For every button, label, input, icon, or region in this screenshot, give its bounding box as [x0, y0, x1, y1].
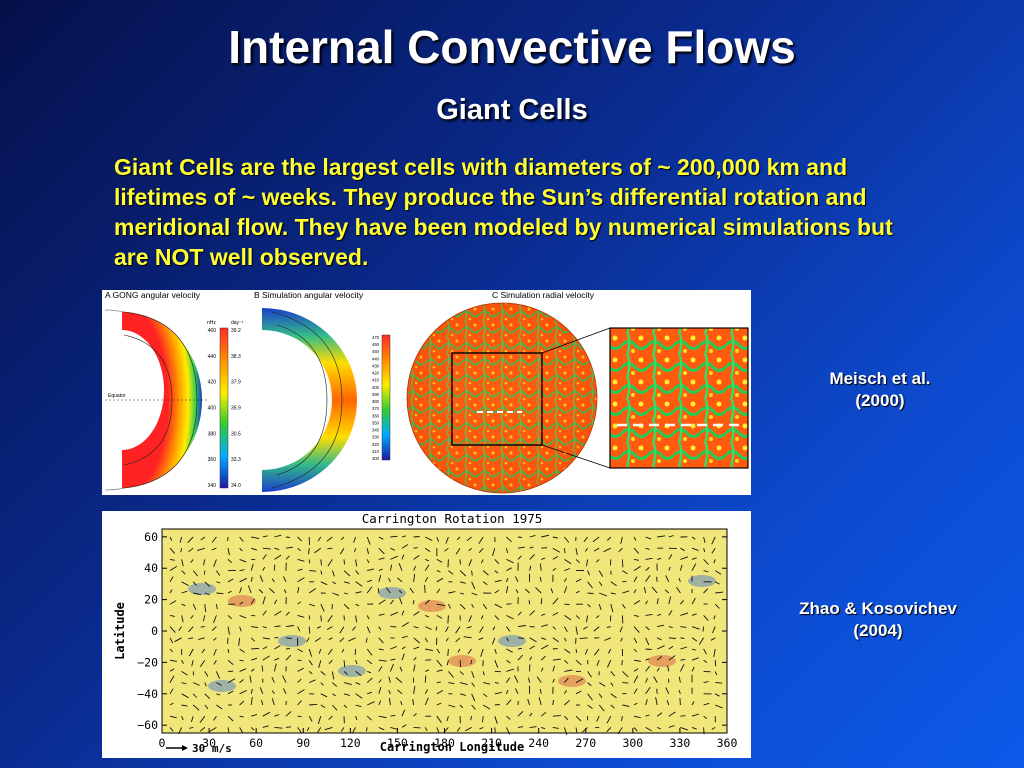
figure-flow-map: Carrington Rotation 1975 60 40 20 0 −20 −40 −6… — [102, 511, 751, 758]
y-tick-label: −20 — [137, 655, 158, 669]
colorbar-tick-left: 420 — [208, 380, 217, 386]
panel-c-label: C Simulation radial velocity — [492, 290, 595, 300]
colorbar-c-tick: 440 — [372, 356, 380, 361]
x-tick-label: 180 — [434, 736, 455, 750]
colorbar-tick-left: 360 — [208, 457, 217, 463]
flow-map-x-ticks: 0 30 60 90 120 150 180 210 240 270 300 330 360 — [159, 728, 738, 750]
colorbar-c-tick: 450 — [372, 349, 380, 354]
figure-simulation-panels: A GONG angular velocity B Simulation ang… — [102, 290, 751, 495]
colorbar-unit-right: day⁻¹ — [231, 320, 244, 326]
colorbar-c-tick: 430 — [372, 363, 380, 368]
x-tick-label: 150 — [387, 736, 408, 750]
colorbar-c-tick: 410 — [372, 378, 380, 383]
flow-map-title: Carrington Rotation 1975 — [362, 511, 543, 526]
colorbar-c — [381, 334, 391, 461]
zoom-box — [451, 352, 543, 446]
panel-b-label: B Simulation angular velocity — [254, 290, 364, 300]
colorbar-ab — [219, 327, 229, 489]
flow-map-ylabel: Latitude — [113, 602, 127, 660]
x-tick-label: 330 — [670, 736, 691, 750]
colorbar-c-tick: 320 — [372, 442, 380, 447]
flow-map-xlabel: Carrington Longitude — [380, 740, 525, 754]
colorbar-tick-left: 380 — [208, 431, 217, 437]
body-paragraph: Giant Cells are the largest cells with d… — [114, 154, 893, 270]
colorbar-c-tick: 330 — [372, 435, 380, 440]
x-tick-label: 30 — [202, 736, 216, 750]
citation-bottom: Zhao & Kosovichev (2004) — [778, 598, 978, 642]
colorbar-tick-left: 340 — [208, 483, 217, 489]
equator-label: Equator — [108, 393, 126, 399]
colorbar-tick-right: 38.3 — [231, 354, 241, 360]
flow-map-y-ticks: 60 40 20 0 −20 −40 −60 — [137, 530, 727, 732]
colorbar-tick-right: 37.9 — [231, 380, 241, 386]
colorbar-tick-right: 39.2 — [231, 328, 241, 334]
x-tick-label: 90 — [296, 736, 310, 750]
flow-map-plot-area — [161, 528, 728, 734]
slide-subtitle: Giant Cells — [436, 94, 588, 126]
colorbar-c-tick: 300 — [372, 456, 380, 461]
panel-b-shell — [262, 308, 357, 492]
y-tick-label: −40 — [137, 687, 158, 701]
colorbar-c-tick: 460 — [372, 342, 380, 347]
x-tick-label: 120 — [340, 736, 361, 750]
x-tick-label: 240 — [528, 736, 549, 750]
y-tick-label: −60 — [137, 718, 158, 732]
colorbar-c-tick: 360 — [372, 413, 380, 418]
y-tick-label: 20 — [144, 593, 158, 607]
colorbar-tick-right: 30.5 — [231, 431, 241, 437]
scale-label: 30 m/s — [192, 742, 232, 755]
colorbar-c-tick: 390 — [372, 392, 380, 397]
citation-bottom-authors: Zhao & Kosovichev — [799, 599, 957, 618]
citation-bottom-year: (2004) — [853, 621, 903, 640]
x-tick-label: 300 — [622, 736, 643, 750]
colorbar-unit-left: nHz — [207, 320, 216, 326]
slide-title: Internal Convective Flows — [228, 21, 796, 73]
colorbar-ab-ticks-left: nHz 460 440 420 400 380 360 340 — [207, 320, 216, 489]
colorbar-tick-left: 460 — [208, 328, 217, 334]
x-tick-label: 360 — [717, 736, 738, 750]
colorbar-c-tick: 420 — [372, 371, 380, 376]
colorbar-tick-left: 400 — [208, 406, 217, 412]
colorbar-c-tick: 340 — [372, 428, 380, 433]
x-tick-label: 210 — [481, 736, 502, 750]
colorbar-ab-ticks-right: day⁻¹ 39.2 38.3 37.9 35.9 30.5 33.3 34.0 — [231, 320, 244, 489]
x-tick-label: 270 — [575, 736, 596, 750]
x-tick-label: 60 — [249, 736, 263, 750]
colorbar-c-ticks: 470 460 450 440 430 420 410 400 390 380 370 360 350 3… — [372, 335, 380, 461]
x-tick-label: 0 — [159, 736, 166, 750]
zoom-panel — [609, 327, 749, 469]
citation-top: Meisch et al. (2000) — [800, 368, 960, 412]
colorbar-c-tick: 350 — [372, 420, 380, 425]
y-tick-label: 0 — [151, 624, 158, 638]
colorbar-tick-right: 35.9 — [231, 406, 241, 412]
y-tick-label: 40 — [144, 561, 158, 575]
colorbar-c-tick: 380 — [372, 399, 380, 404]
citation-top-year: (2000) — [855, 391, 905, 410]
colorbar-c-tick: 400 — [372, 385, 380, 390]
panel-a-shell — [104, 309, 207, 491]
colorbar-tick-right: 33.3 — [231, 457, 241, 463]
y-tick-label: 60 — [144, 530, 158, 544]
colorbar-c-tick: 370 — [372, 406, 380, 411]
colorbar-c-tick: 470 — [372, 335, 380, 340]
colorbar-tick-left: 440 — [208, 354, 217, 360]
colorbar-tick-right: 34.0 — [231, 483, 241, 489]
panel-a-label: A GONG angular velocity — [105, 290, 201, 300]
colorbar-c-tick: 310 — [372, 449, 380, 454]
flow-map-vectors — [169, 534, 724, 736]
scale-arrow — [166, 745, 188, 751]
citation-top-authors: Meisch et al. — [829, 369, 931, 388]
